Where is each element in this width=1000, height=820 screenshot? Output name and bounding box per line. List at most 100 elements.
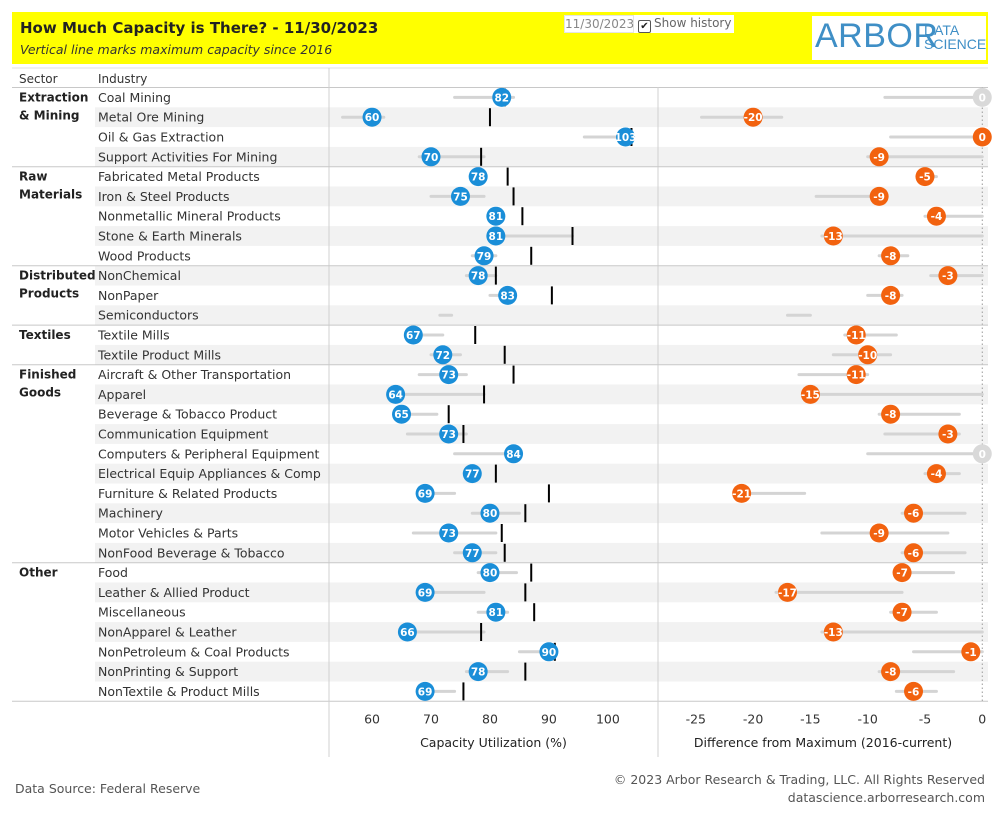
date-selector[interactable]: 11/30/2023 [564, 15, 635, 33]
diff-row-wood-products: -8 [877, 246, 910, 266]
util-row-machinery: 80 [470, 503, 527, 523]
util-point-label: 70 [424, 152, 439, 164]
util-point [468, 167, 488, 187]
util-row-iron-and-steel-products: 75 [429, 186, 515, 206]
industry-label-textile-mills: Textile Mills [97, 328, 170, 343]
util-point-label: 65 [394, 409, 409, 421]
util-point-label: 72 [435, 350, 450, 362]
util-row-textile-mills: 67 [403, 325, 477, 345]
util-point [480, 503, 500, 523]
util-point-label: 67 [406, 330, 421, 342]
industry-label-food: Food [98, 565, 128, 580]
util-row-wood-products: 79 [470, 246, 533, 266]
util-row-support-activities-for-mining: 70 [417, 147, 486, 167]
diff-row-textile-product-mills: -10 [831, 345, 893, 365]
util-point [415, 582, 435, 602]
diff-point [972, 87, 992, 107]
diff-point-label: -13 [824, 231, 843, 243]
diff-row-leather-and-allied-product: -17 [774, 582, 904, 602]
diff-point [892, 563, 912, 583]
util-point-label: 81 [489, 231, 504, 243]
industry-label-nonchemical: NonChemical [98, 268, 181, 283]
diff-point-label: -4 [931, 469, 943, 481]
diff-point-label: 0 [979, 449, 986, 461]
industry-label-nontextile-and-product-mills: NonTextile & Product Mills [98, 684, 260, 699]
diff-point [800, 384, 820, 404]
util-point [415, 483, 435, 503]
industry-label-electrical-equip-appliances-and-comp: Electrical Equip Appliances & Comp [98, 466, 321, 481]
diff-point [869, 147, 889, 167]
util-point [486, 206, 506, 226]
website-link[interactable]: datascience.arborresearch.com [787, 790, 985, 805]
row-band [95, 661, 988, 682]
util-row-motor-vehicles-and-parts: 73 [411, 523, 503, 543]
copyright-text: © 2023 Arbor Research & Trading, LLC. Al… [613, 772, 985, 787]
util-point-label: 77 [465, 548, 480, 560]
diff-point-label: -4 [931, 211, 943, 223]
industry-label-support-activities-for-mining: Support Activities For Mining [98, 149, 277, 164]
util-row-coal-mining: 82 [453, 87, 516, 107]
industry-label-nonpetroleum-and-coal-products: NonPetroleum & Coal Products [98, 644, 290, 659]
util-row-oil-and-gas-extraction: 103 [582, 127, 637, 147]
util-point [433, 345, 453, 365]
util-row-nonpetroleum-and-coal-products: 90 [517, 642, 559, 662]
diff-point [938, 424, 958, 444]
sector-label-textiles: Textiles [19, 328, 71, 342]
industry-label-machinery: Machinery [98, 506, 163, 521]
sector-label-finished-goods: Finished Goods [19, 368, 76, 400]
diff-point [846, 325, 866, 345]
util-row-nontextile-and-product-mills: 69 [415, 681, 465, 701]
util-point-label: 64 [388, 389, 403, 401]
row-band [95, 305, 988, 326]
util-point-label: 90 [542, 647, 557, 659]
industry-label-nonmetallic-mineral-products: Nonmetallic Mineral Products [98, 209, 281, 224]
diff-row-support-activities-for-mining: -9 [866, 147, 984, 167]
util-row-apparel: 64 [386, 384, 486, 404]
row-band [95, 542, 988, 563]
util-row-nonapparel-and-leather: 66 [397, 622, 486, 642]
industry-label-textile-product-mills: Textile Product Mills [97, 347, 221, 362]
industry-label-wood-products: Wood Products [98, 248, 191, 263]
util-row-nonprinting-and-support: 78 [464, 662, 527, 682]
util-point [421, 147, 441, 167]
util-row-nonchemical: 78 [464, 266, 498, 286]
util-point-label: 73 [441, 528, 456, 540]
diff-point-label: -15 [801, 389, 820, 401]
diff-point-label: -8 [885, 290, 897, 302]
diff-point-label: -20 [744, 112, 763, 124]
util-point [492, 87, 512, 107]
diff-row-nonfood-beverage-and-tobacco: -6 [900, 543, 967, 563]
diff-point [869, 186, 889, 206]
diff-point [904, 543, 924, 563]
util-x-tick-label: 60 [364, 711, 380, 726]
util-point [439, 523, 459, 543]
row-band [95, 622, 988, 642]
diff-row-electrical-equip-appliances-and-comp: -4 [923, 464, 961, 484]
diff-point [915, 167, 935, 187]
diff-row-stone-and-earth-minerals: -13 [820, 226, 984, 246]
diff-row-aircraft-and-other-transportation: -11 [797, 365, 870, 385]
util-row-fabricated-metal-products: 78 [468, 167, 509, 187]
diff-point [846, 365, 866, 385]
util-point-label: 80 [483, 568, 498, 580]
diff-row-miscellaneous: -7 [889, 602, 938, 622]
diff-x-tick-label: -20 [743, 711, 763, 726]
logo-wordmark: ARBOR [815, 17, 939, 55]
show-history-toggle[interactable]: ✔ Show history [634, 15, 734, 33]
diff-point [732, 483, 752, 503]
diff-row-fabricated-metal-products: -5 [915, 167, 938, 187]
copyright-block: © 2023 Arbor Research & Trading, LLC. Al… [614, 771, 985, 807]
diff-row-coal-mining: 0 [883, 87, 992, 107]
diff-point [926, 206, 946, 226]
util-point-label: 77 [465, 469, 480, 481]
diff-point-label: -6 [908, 686, 920, 698]
diff-row-machinery: -6 [900, 503, 967, 523]
util-point-label: 80 [483, 508, 498, 520]
industry-label-nonpaper: NonPaper [98, 288, 159, 303]
checkbox-check-icon[interactable]: ✔ [638, 20, 651, 33]
diff-row-oil-and-gas-extraction: 0 [889, 127, 992, 147]
diff-point-label: -11 [847, 370, 866, 382]
diff-row-food: -7 [892, 563, 956, 583]
page-subtitle: Vertical line marks maximum capacity sin… [20, 42, 333, 57]
diff-point-label: -9 [873, 191, 885, 203]
